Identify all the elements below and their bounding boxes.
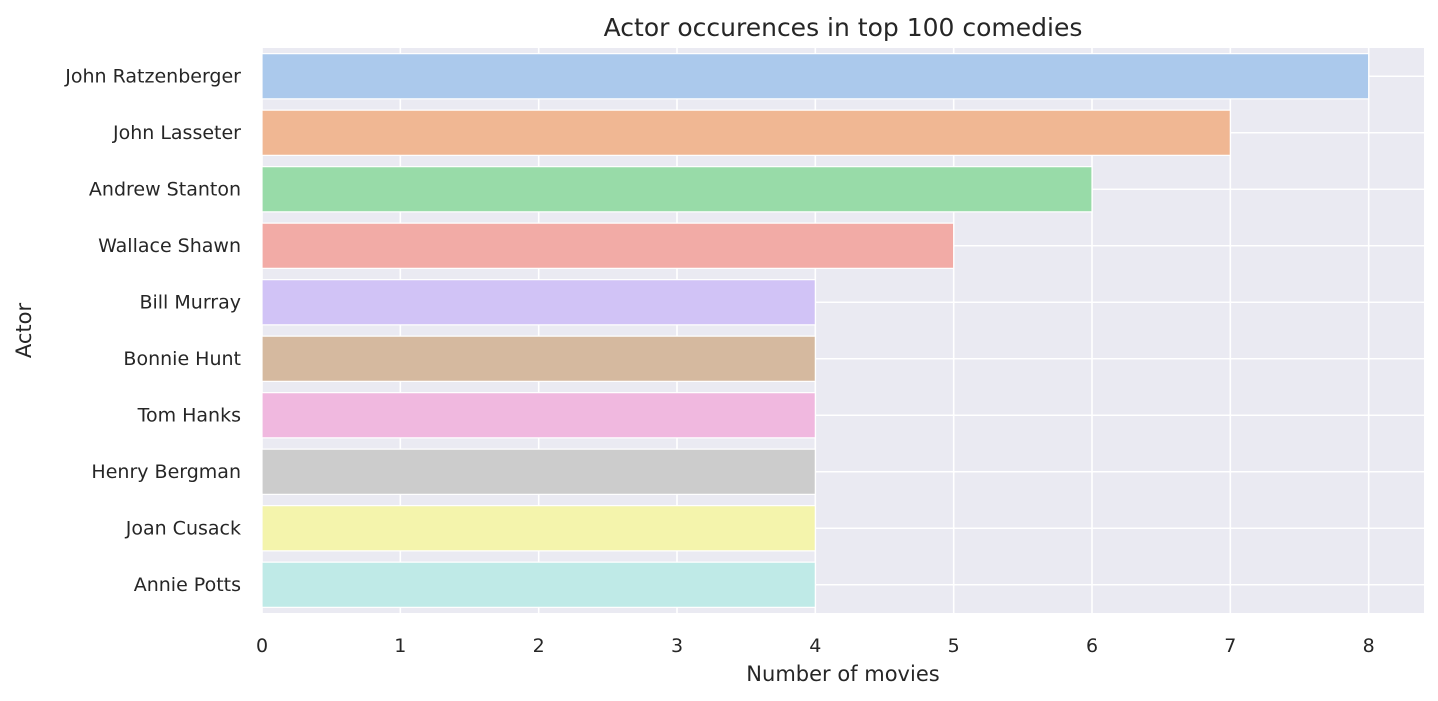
y-tick-label: Tom Hanks: [137, 404, 241, 426]
bar: [261, 166, 1093, 213]
y-axis-label: Actor: [12, 303, 36, 359]
y-tick-label: Annie Potts: [134, 574, 241, 596]
bar: [261, 222, 955, 269]
y-tick-label: Joan Cusack: [125, 517, 241, 539]
bar: [261, 109, 1231, 156]
bar: [261, 392, 816, 439]
y-tick-label: John Ratzenberger: [64, 65, 241, 87]
x-tick-labels: 0 1 2 3 4 5 6 7 8: [256, 635, 1375, 657]
y-tick-label: Andrew Stanton: [89, 178, 241, 200]
y-tick-labels: John Ratzenberger John Lasseter Andrew Sta…: [64, 65, 241, 596]
y-tick-label: John Lasseter: [112, 122, 241, 144]
bar: [261, 448, 816, 495]
y-tick-label: Wallace Shawn: [98, 235, 241, 257]
x-tick-label: 1: [394, 635, 406, 657]
y-tick-label: Bonnie Hunt: [123, 348, 241, 370]
bar: [261, 279, 816, 326]
bar: [261, 335, 816, 382]
y-tick-label: Henry Bergman: [91, 461, 241, 483]
chart-title: Actor occurences in top 100 comedies: [604, 13, 1083, 42]
x-tick-label: 0: [256, 635, 268, 657]
bar: [261, 561, 816, 608]
x-tick-label: 2: [533, 635, 545, 657]
x-tick-label: 7: [1224, 635, 1236, 657]
y-tick-label: Bill Murray: [139, 291, 241, 313]
bar: [261, 53, 1370, 100]
x-tick-label: 8: [1363, 635, 1375, 657]
x-tick-label: 5: [948, 635, 960, 657]
x-axis-label: Number of movies: [746, 662, 939, 686]
x-tick-label: 6: [1086, 635, 1098, 657]
bar: [261, 505, 816, 552]
bars: [261, 53, 1370, 608]
x-tick-label: 4: [809, 635, 821, 657]
x-tick-label: 3: [671, 635, 683, 657]
